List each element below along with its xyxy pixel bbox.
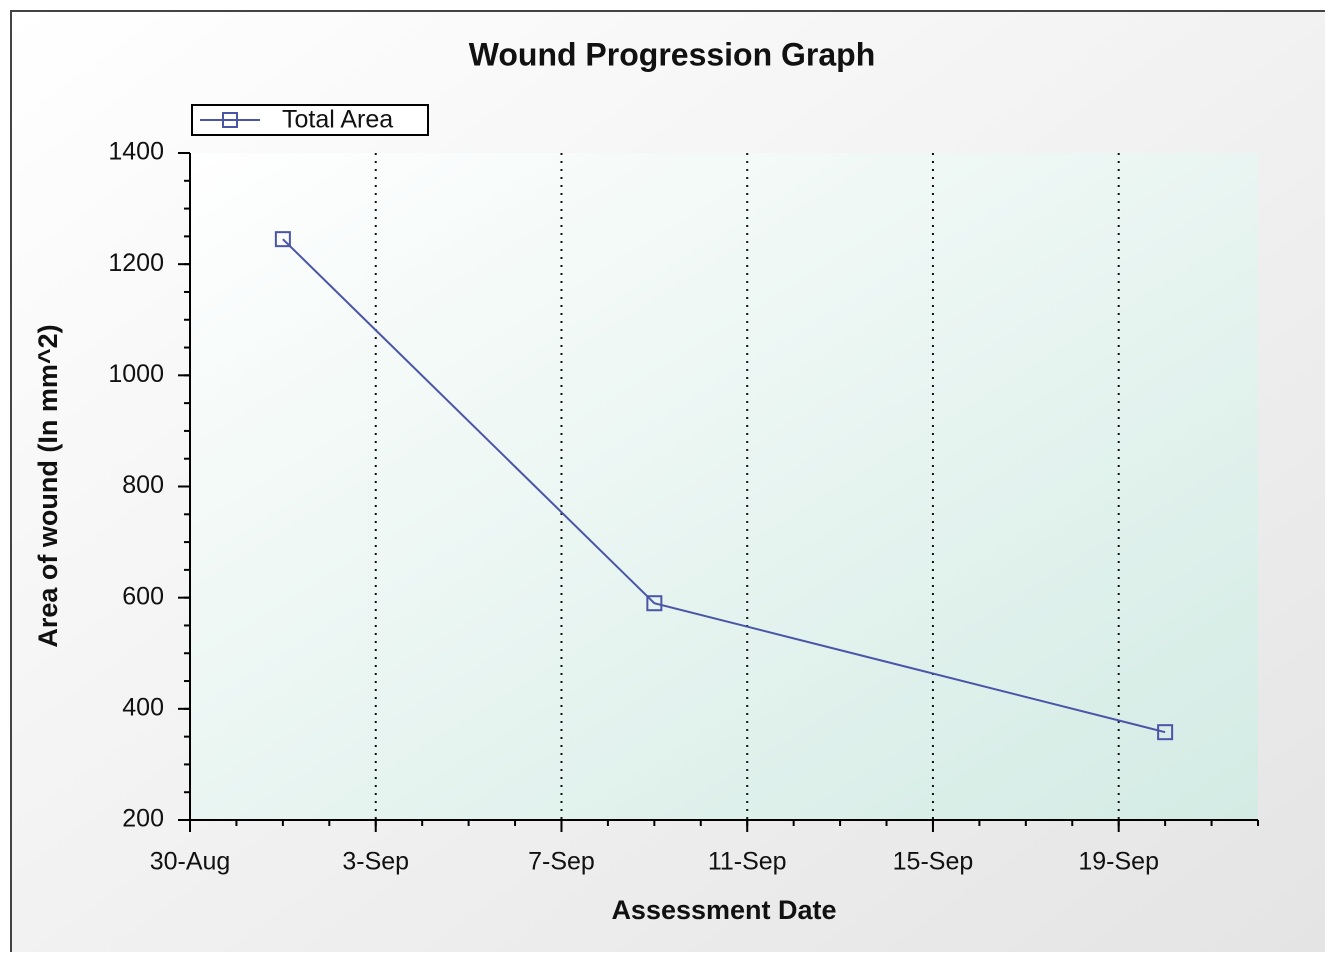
y-tick-label: 800: [122, 471, 164, 499]
y-tick-label: 1000: [108, 360, 164, 388]
x-tick-label: 7-Sep: [528, 848, 595, 876]
x-tick-label: 11-Sep: [708, 848, 787, 876]
x-tick-label: 19-Sep: [1078, 848, 1159, 876]
x-tick-label: 15-Sep: [893, 848, 974, 876]
marker: [274, 231, 291, 248]
plot-area: [190, 153, 1258, 820]
marker: [1157, 724, 1174, 741]
x-tick-label: 30-Aug: [150, 848, 231, 876]
x-axis-label: Assessment Date: [611, 895, 836, 925]
legend-marker: [222, 112, 238, 128]
legend-label: Total Area: [282, 106, 393, 134]
y-tick-label: 1400: [108, 138, 164, 166]
marker: [646, 595, 663, 612]
y-tick-label: 400: [122, 693, 164, 721]
y-axis-label: Area of wound (In mm^2): [33, 324, 63, 647]
y-tick-label: 1200: [108, 249, 164, 277]
chart-title: Wound Progression Graph: [469, 36, 876, 72]
y-tick-label: 600: [122, 582, 164, 610]
x-tick-label: 3-Sep: [342, 848, 409, 876]
y-tick-label: 200: [122, 805, 164, 833]
series-line: [282, 238, 1166, 734]
